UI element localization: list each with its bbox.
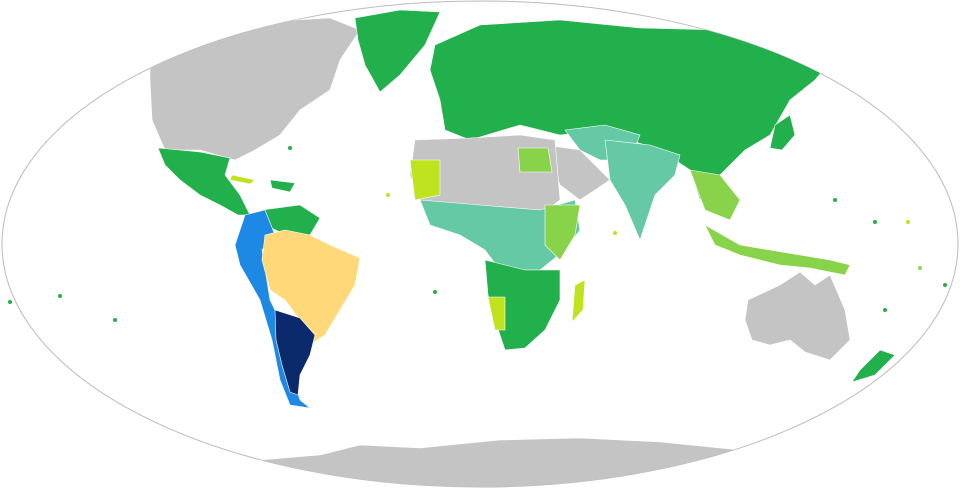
greenland — [354, 9, 441, 93]
island — [386, 193, 390, 197]
argentina — [274, 309, 316, 396]
cuba — [229, 174, 256, 185]
island — [833, 198, 837, 202]
west-africa — [409, 159, 441, 201]
brazil — [261, 229, 361, 346]
island — [288, 146, 292, 150]
central-america — [157, 147, 251, 216]
island — [433, 290, 437, 294]
island — [883, 308, 887, 312]
islands — [8, 146, 947, 322]
island — [873, 220, 877, 224]
new-zealand — [851, 349, 896, 383]
southeast-asia — [689, 169, 741, 221]
egypt — [517, 147, 553, 173]
island — [918, 266, 922, 270]
island — [58, 294, 62, 298]
island — [8, 300, 12, 304]
island — [613, 231, 617, 235]
island — [113, 318, 117, 322]
namibia — [487, 296, 506, 331]
australia — [744, 271, 851, 361]
central-africa — [419, 199, 581, 271]
india — [604, 139, 681, 241]
indonesia — [704, 224, 851, 276]
east-africa — [544, 204, 581, 261]
caribbean — [269, 179, 296, 193]
japan — [769, 114, 796, 151]
island — [943, 283, 947, 287]
madagascar — [571, 279, 586, 323]
north-america — [149, 17, 361, 161]
island — [906, 220, 910, 224]
